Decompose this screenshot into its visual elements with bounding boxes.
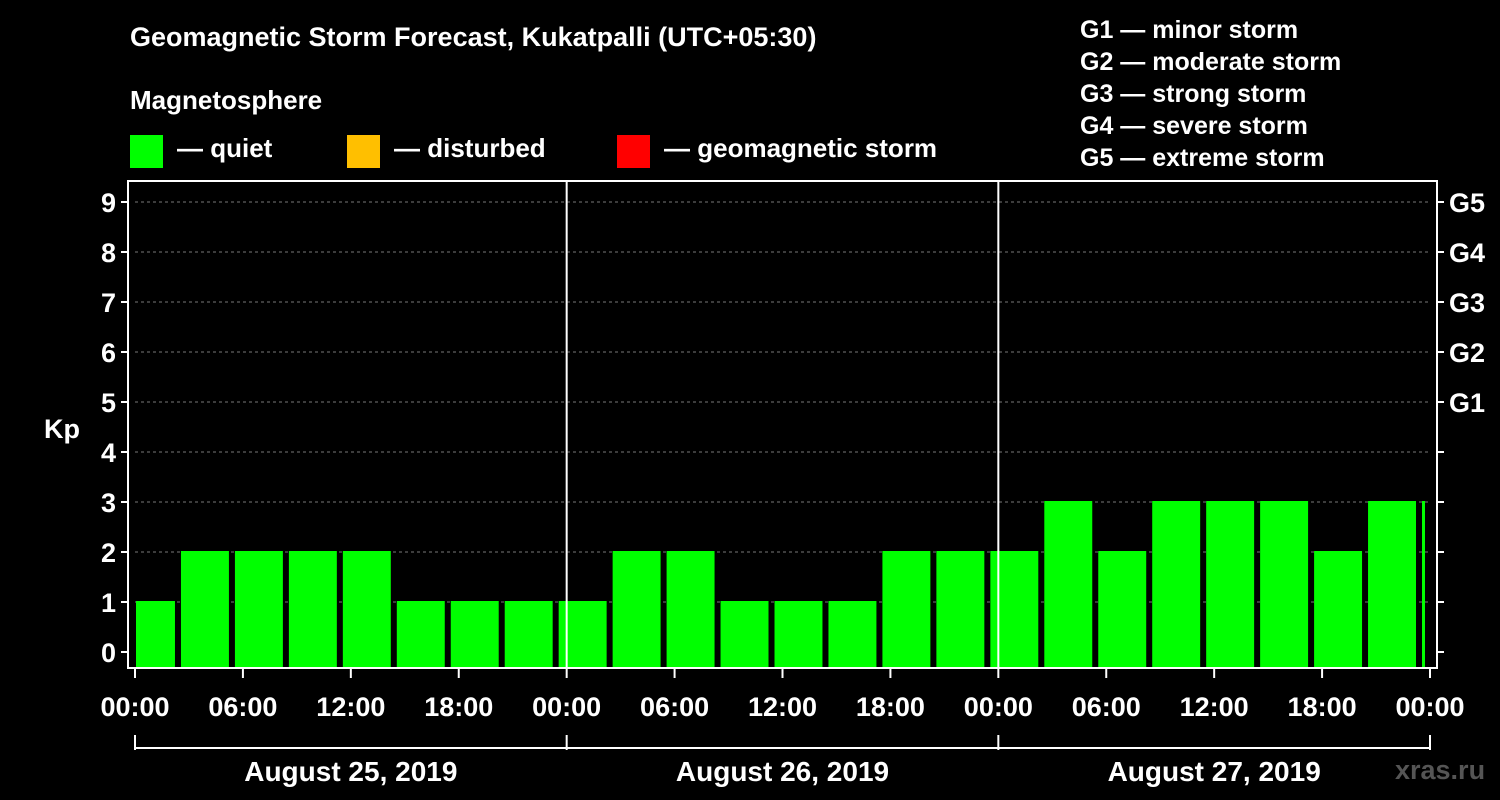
kp-bar <box>936 551 985 667</box>
y-tick-label: 8 <box>101 238 116 268</box>
x-tick-label: 12:00 <box>1180 692 1249 722</box>
x-tick-label: 06:00 <box>208 692 277 722</box>
legend-swatch-quiet <box>130 135 163 168</box>
chart-subtitle: Magnetosphere <box>130 85 323 115</box>
y-tick-label: 1 <box>101 588 116 618</box>
y-tick-label: 0 <box>101 638 116 668</box>
x-tick-label: 00:00 <box>532 692 601 722</box>
kp-bar <box>1044 501 1093 667</box>
legend-label-quiet: — quiet <box>177 133 273 163</box>
kp-bar <box>450 601 499 667</box>
kp-bar <box>1098 551 1147 667</box>
g-level-legend: G1 — minor storm G2 — moderate storm G3 … <box>1080 14 1341 174</box>
x-tick-label: 12:00 <box>316 692 385 722</box>
g-level-4: G4 — severe storm <box>1080 112 1308 140</box>
x-tick-label: 18:00 <box>1288 692 1357 722</box>
x-tick-label: 06:00 <box>1072 692 1141 722</box>
kp-bar <box>136 601 175 667</box>
g-axis-label: G4 <box>1449 238 1485 268</box>
kp-bar <box>342 551 391 667</box>
kp-bar <box>288 551 337 667</box>
kp-bar <box>720 601 769 667</box>
g-level-1: G1 — minor storm <box>1080 16 1299 44</box>
g-axis-label: G1 <box>1449 388 1485 418</box>
x-tick-label: 18:00 <box>424 692 493 722</box>
kp-bar <box>666 551 715 667</box>
g-axis-label: G2 <box>1449 338 1485 368</box>
y-tick-label: 6 <box>101 338 116 368</box>
kp-bar <box>1152 501 1201 667</box>
x-tick-label: 12:00 <box>748 692 817 722</box>
y-tick-label: 7 <box>101 288 116 318</box>
kp-bar <box>234 551 283 667</box>
watermark: xras.ru <box>1395 755 1486 785</box>
chart-title: Geomagnetic Storm Forecast, Kukatpalli (… <box>130 22 817 52</box>
g-level-2: G2 — moderate storm <box>1080 48 1342 76</box>
kp-bar <box>1422 501 1425 667</box>
g-level-3: G3 — strong storm <box>1080 80 1307 108</box>
x-tick-label: 00:00 <box>1395 692 1464 722</box>
kp-bar <box>1314 551 1363 667</box>
kp-bar <box>1206 501 1255 667</box>
day-label: August 26, 2019 <box>676 756 889 787</box>
g-axis-label: G5 <box>1449 188 1485 218</box>
y-tick-label: 2 <box>101 538 116 568</box>
legend-swatch-storm <box>617 135 650 168</box>
y-tick-label: 5 <box>101 388 116 418</box>
x-tick-label: 00:00 <box>100 692 169 722</box>
legend-label-storm: — geomagnetic storm <box>664 133 938 163</box>
day-label: August 27, 2019 <box>1108 756 1321 787</box>
day-label: August 25, 2019 <box>244 756 457 787</box>
kp-bar <box>504 601 553 667</box>
kp-bar <box>180 551 229 667</box>
g-axis-label: G3 <box>1449 288 1485 318</box>
x-tick-label: 00:00 <box>964 692 1033 722</box>
x-tick-label: 18:00 <box>856 692 925 722</box>
y-tick-label: 9 <box>101 188 116 218</box>
y-axis-label: Kp <box>44 414 80 444</box>
kp-bar <box>882 551 931 667</box>
y-tick-label: 4 <box>101 438 116 468</box>
kp-bar <box>828 601 877 667</box>
legend-swatch-disturbed <box>347 135 380 168</box>
kp-bar <box>1368 501 1417 667</box>
g-level-5: G5 — extreme storm <box>1080 144 1325 172</box>
kp-bar <box>612 551 661 667</box>
y-tick-label: 3 <box>101 488 116 518</box>
kp-bar <box>396 601 445 667</box>
x-tick-label: 06:00 <box>640 692 709 722</box>
kp-bar <box>774 601 823 667</box>
legend-label-disturbed: — disturbed <box>394 133 546 163</box>
kp-bar <box>1260 501 1309 667</box>
